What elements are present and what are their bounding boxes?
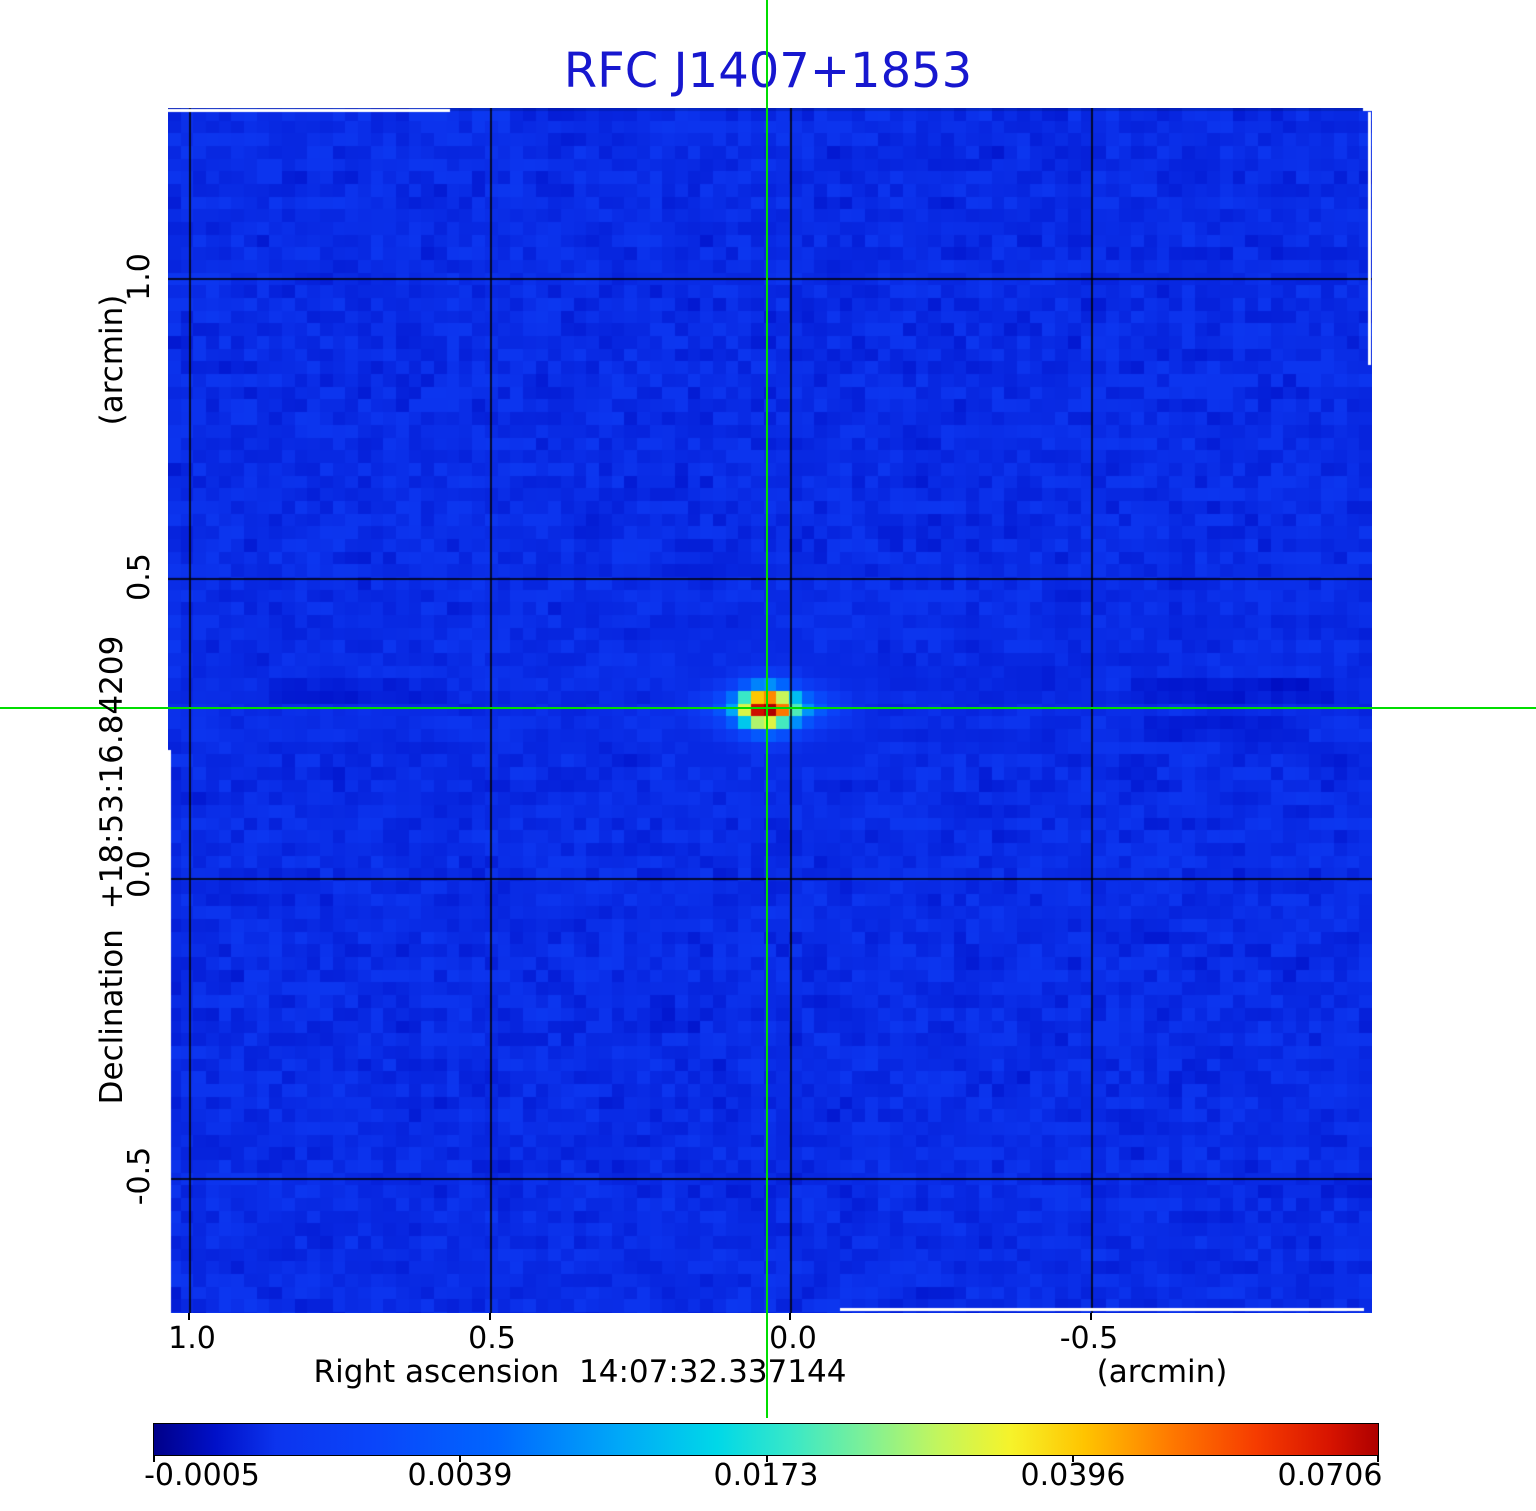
- y-tick-label-1: 1.0: [122, 253, 157, 301]
- y-axis-unit-label: (arcmin): [94, 294, 130, 426]
- colorbar-label-4: 0.0396: [1020, 1458, 1126, 1493]
- colorbar-tick-1: [153, 1456, 155, 1462]
- colorbar-tick-3: [766, 1456, 768, 1462]
- x-axis-tick-mark-1: [188, 1313, 190, 1320]
- x-tick-label-2: 0.5: [468, 1321, 516, 1356]
- colorbar-tick-5: [1377, 1456, 1379, 1462]
- colorbar: [153, 1423, 1379, 1456]
- page-title: RFC J1407+1853: [563, 43, 973, 99]
- colorbar-label-3: 0.0173: [713, 1458, 819, 1493]
- y-tick-label-4: -0.5: [122, 1146, 157, 1206]
- y-tick-label-2: 0.5: [122, 553, 157, 601]
- x-tick-label-1: 1.0: [168, 1321, 216, 1356]
- x-tick-label-4: -0.5: [1059, 1321, 1119, 1356]
- colorbar-label-2: 0.0039: [407, 1458, 513, 1493]
- colorbar-tick-4: [1072, 1456, 1074, 1462]
- x-axis-tick-mark-2: [489, 1313, 491, 1320]
- colorbar-tick-2: [459, 1456, 461, 1462]
- crosshair-vertical-line: [766, 0, 768, 1418]
- x-tick-label-3: 0.0: [769, 1321, 817, 1356]
- radio-map-canvas: [168, 108, 1372, 1313]
- y-tick-label-3: 0.0: [122, 850, 157, 898]
- x-axis-tick-mark-4: [1090, 1313, 1092, 1320]
- x-axis-tick-mark-3: [789, 1313, 791, 1320]
- crosshair-horizontal-line: [0, 707, 1536, 709]
- colorbar-label-5: 0.0706: [1277, 1458, 1383, 1493]
- colorbar-label-1: -0.0005: [144, 1458, 260, 1493]
- x-axis-label: Right ascension 14:07:32.337144: [313, 1354, 847, 1390]
- x-axis-unit-label: (arcmin): [1096, 1354, 1228, 1390]
